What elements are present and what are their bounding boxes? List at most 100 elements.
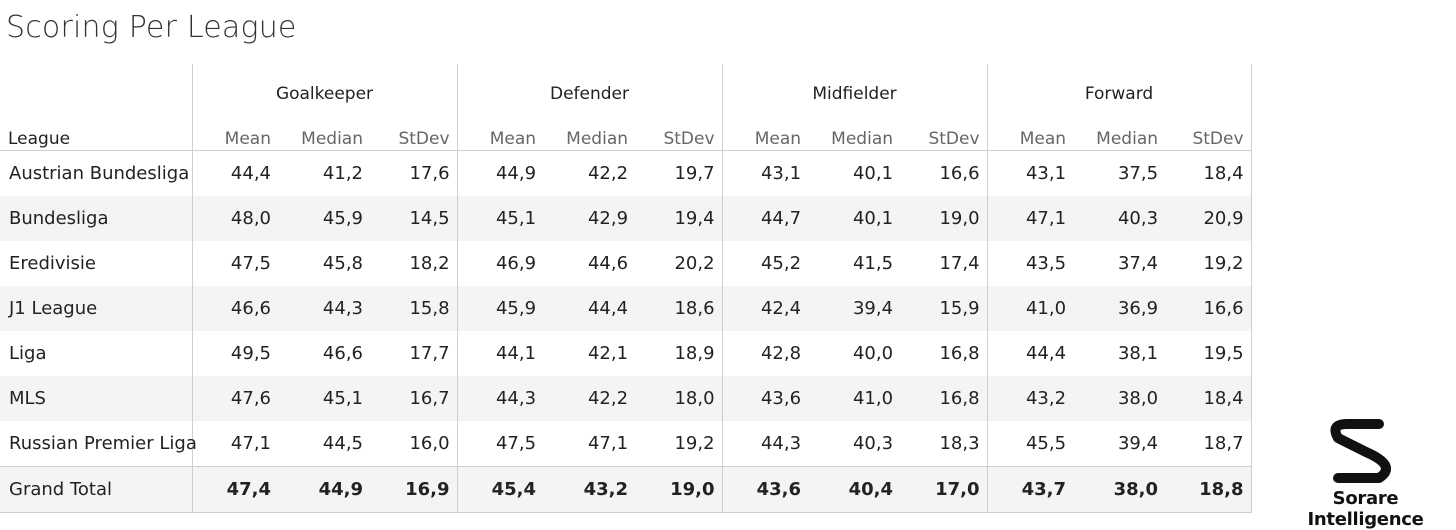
cell-goalkeeper-median: 44,3 [278, 286, 370, 331]
cell-forward-median: 37,5 [1073, 150, 1166, 196]
cell-defender-mean: 45,4 [457, 466, 544, 513]
cell-defender-mean: 46,9 [495, 253, 537, 274]
cell-forward-mean: 43,7 [987, 466, 1074, 513]
group-header-forward: Forward [987, 64, 1252, 124]
cell-goalkeeper-mean: 44,4 [192, 150, 278, 196]
table-row: Eredivisie 47,5 45,8 18,2 46,9 44,6 20,2 45,2 41… [0, 241, 1252, 286]
cell-midfielder-median: 40,3 [852, 433, 894, 454]
cell-goalkeeper-stdev: 17,6 [370, 150, 458, 196]
cell-defender-mean: 45,9 [457, 286, 544, 331]
cell-goalkeeper-stdev: 16,9 [370, 466, 458, 513]
cell-defender-stdev: 20,2 [635, 241, 723, 286]
measure-header-forward-median: Median [1096, 129, 1159, 149]
grand-total-row: Grand Total 47,4 44,9 16,9 45,4 43,2 19,0 43,6 4… [0, 466, 1252, 513]
cell-forward-mean: 41,0 [987, 286, 1074, 331]
group-header-midfielder: Midfielder [722, 64, 988, 124]
cell-forward-median: 37,4 [1117, 253, 1159, 274]
cell-forward-stdev: 20,9 [1165, 196, 1252, 241]
cell-forward-mean: 43,5 [1025, 253, 1067, 274]
scoring-table: Goalkeeper Defender Midfielder Forward L… [0, 64, 1252, 513]
cell-goalkeeper-median: 44,5 [322, 433, 363, 454]
cell-forward-stdev: 18,4 [1165, 150, 1252, 196]
cell-goalkeeper-mean: 47,6 [192, 376, 278, 421]
cell-goalkeeper-stdev: 14,5 [370, 196, 458, 241]
cell-defender-median: 42,2 [543, 376, 636, 421]
cell-midfielder-median: 40,1 [808, 150, 901, 196]
cell-goalkeeper-mean: 48,0 [192, 196, 278, 241]
cell-goalkeeper-stdev: 18,2 [370, 241, 458, 286]
cell-midfielder-stdev: 16,6 [900, 150, 988, 196]
measure-header-defender-stdev: StDev [635, 124, 723, 151]
table-body: Austrian Bundesliga 44,4 41,2 17,6 44,9 42,2 1… [0, 150, 1252, 513]
cell-forward-mean: 45,5 [1025, 433, 1067, 454]
cell-defender-median: 42,1 [587, 343, 629, 364]
measure-header-forward-mean: Mean [1019, 129, 1067, 149]
cell-midfielder-stdev: 19,0 [900, 196, 988, 241]
cell-goalkeeper-median: 45,1 [278, 376, 370, 421]
cell-defender-stdev: 19,4 [635, 196, 723, 241]
cell-forward-median: 38,1 [1117, 343, 1159, 364]
measure-header-defender-mean: Mean [489, 129, 537, 149]
cell-midfielder-mean: 42,4 [722, 286, 809, 331]
cell-goalkeeper-mean: 49,5 [230, 343, 271, 364]
league-name: Austrian Bundesliga [0, 150, 193, 196]
league-name: Russian Premier Liga [0, 421, 197, 467]
cell-forward-stdev: 19,2 [1165, 241, 1252, 286]
group-header-defender: Defender [457, 64, 723, 124]
measure-header-midfielder-mean: Mean [754, 129, 802, 149]
measure-header-midfielder-stdev: StDev [900, 124, 988, 151]
measure-header-forward-stdev: StDev [1165, 124, 1252, 151]
cell-midfielder-stdev: 16,8 [900, 331, 988, 376]
cell-midfielder-mean: 45,2 [760, 253, 802, 274]
cell-defender-median: 44,6 [587, 253, 629, 274]
cell-forward-mean: 47,1 [987, 196, 1074, 241]
group-header-row: Goalkeeper Defender Midfielder Forward [0, 64, 1252, 124]
blank-header [0, 64, 193, 124]
cell-forward-stdev: 18,8 [1165, 466, 1252, 513]
league-name: Liga [0, 331, 193, 376]
cell-defender-stdev: 19,0 [635, 466, 723, 513]
cell-defender-mean: 45,1 [457, 196, 544, 241]
cell-midfielder-stdev: 18,3 [900, 421, 988, 467]
chart-title: Scoring Per League [6, 10, 297, 45]
table-row: MLS 47,6 45,1 16,7 44,3 42,2 18,0 43,6 41,0 16,8 4… [0, 376, 1252, 421]
cell-defender-mean: 44,9 [457, 150, 544, 196]
measure-header-defender-median: Median [566, 129, 629, 149]
cell-defender-median: 42,2 [543, 150, 636, 196]
cell-forward-stdev: 16,6 [1165, 286, 1252, 331]
cell-midfielder-median: 41,5 [852, 253, 894, 274]
cell-defender-stdev: 19,2 [635, 421, 723, 467]
league-name: J1 League [0, 286, 193, 331]
cell-defender-median: 43,2 [543, 466, 636, 513]
cell-midfielder-median: 40,4 [808, 466, 901, 513]
cell-forward-mean: 44,4 [1025, 343, 1067, 364]
measure-header-midfielder-median: Median [831, 129, 894, 149]
cell-forward-median: 38,0 [1073, 466, 1166, 513]
cell-defender-mean: 47,5 [495, 433, 537, 454]
brand-name: Sorare Intelligence [1307, 488, 1424, 530]
cell-forward-stdev: 18,7 [1165, 421, 1252, 467]
cell-forward-stdev: 19,5 [1165, 331, 1252, 376]
cell-defender-median: 47,1 [587, 433, 629, 454]
cell-midfielder-mean: 43,6 [722, 466, 809, 513]
cell-defender-mean: 44,1 [495, 343, 537, 364]
cell-midfielder-mean: 43,6 [722, 376, 809, 421]
table-row: Bundesliga 48,0 45,9 14,5 45,1 42,9 19,4 44,7 40… [0, 196, 1252, 241]
cell-goalkeeper-stdev: 16,0 [370, 421, 458, 467]
cell-forward-mean: 43,1 [987, 150, 1074, 196]
table-row: J1 League 46,6 44,3 15,8 45,9 44,4 18,6 42,4 39,… [0, 286, 1252, 331]
cell-goalkeeper-mean: 47,5 [230, 253, 271, 274]
league-column-header: League [0, 124, 193, 151]
cell-defender-stdev: 18,0 [635, 376, 723, 421]
measure-header-goalkeeper-median: Median [301, 129, 363, 149]
league-name: Grand Total [0, 466, 193, 513]
cell-goalkeeper-stdev: 15,8 [370, 286, 458, 331]
cell-goalkeeper-median: 45,9 [278, 196, 370, 241]
table-row: Liga 49,5 46,6 17,7 44,1 42,1 18,9 42,8 40,0 16,8… [0, 331, 1252, 376]
cell-forward-stdev: 18,4 [1165, 376, 1252, 421]
measure-header-goalkeeper-stdev: StDev [370, 124, 458, 151]
cell-goalkeeper-mean: 46,6 [192, 286, 278, 331]
league-name: Bundesliga [0, 196, 193, 241]
cell-goalkeeper-median: 44,9 [278, 466, 370, 513]
cell-goalkeeper-median: 41,2 [278, 150, 370, 196]
